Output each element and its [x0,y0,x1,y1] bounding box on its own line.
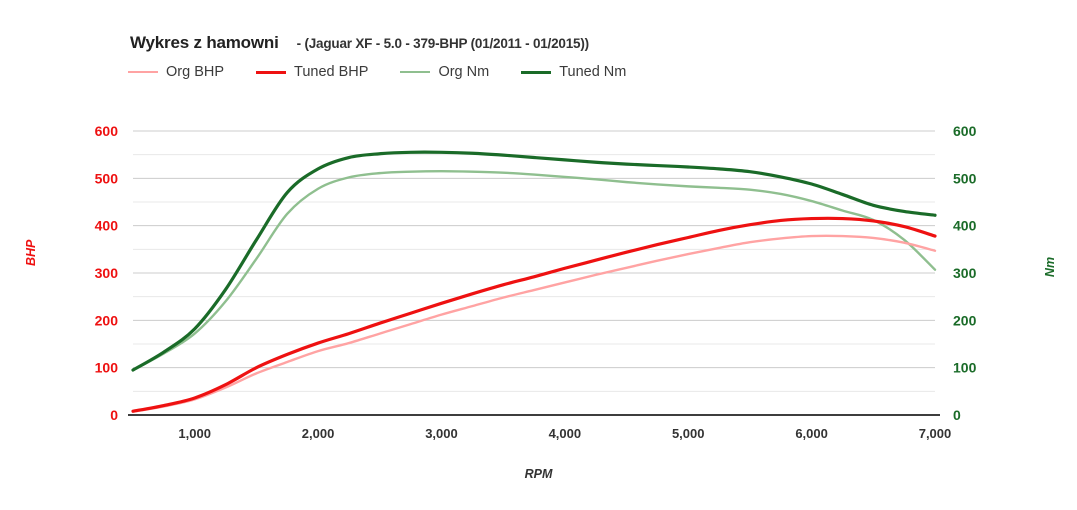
y-axis-right-tick-label: 0 [953,407,961,423]
legend-swatch-icon [400,71,431,73]
series-line-tuned-bhp [131,216,937,413]
y-axis-left-tick-label: 500 [95,170,119,186]
legend-label: Tuned Nm [559,64,627,80]
legend-swatch-icon [256,70,287,74]
x-axis-tick-label: 4,000 [549,426,582,441]
legend-item[interactable]: Tuned Nm [521,64,626,80]
y-axis-right-tick-label: 200 [953,312,977,328]
x-axis-tick-label: 1,000 [178,426,211,441]
x-axis-tick-label: 5,000 [672,426,705,441]
legend-swatch-icon [128,71,158,73]
chart-subtitle: - (Jaguar XF - 5.0 - 379-BHP (01/2011 - … [296,36,590,51]
legend-label: Org BHP [166,64,225,80]
series-line-tuned-nm [131,150,937,372]
legend-item[interactable]: Tuned BHP [256,64,368,80]
y-axis-right-tick-label: 600 [953,123,977,139]
y-axis-left-tick-label: 300 [95,265,119,281]
y-axis-right-tick-label: 400 [953,218,977,234]
x-axis-title: RPM [524,467,553,481]
x-axis-tick-label: 7,000 [919,426,952,441]
y-axis-right-title: Nm [1043,256,1058,278]
y-axis-left-tick-label: 200 [95,312,119,328]
y-axis-left-tick-label: 0 [110,407,118,423]
y-axis-left-tick-label: 100 [95,360,119,376]
y-axis-right-tick-label: 500 [953,170,977,186]
series-line-org-nm [131,170,937,372]
x-axis-tick-label: 2,000 [302,426,335,441]
legend-swatch-icon [521,70,552,74]
y-axis-left-tick-label: 400 [95,218,119,234]
x-axis-tick-label: 6,000 [795,426,828,441]
page-title: Wykres z hamowni [130,33,279,52]
x-axis-tick-label: 3,000 [425,426,458,441]
legend-label: Org Nm [438,64,490,80]
y-axis-right-tick-label: 100 [953,360,977,376]
series-line-org-bhp [131,234,937,413]
y-axis-left-tick-label: 600 [95,123,119,139]
chart-title-row: Wykres z hamowni - (Jaguar XF - 5.0 - 37… [130,33,589,53]
legend-label: Tuned BHP [294,64,369,80]
legend-item[interactable]: Org BHP [128,64,224,80]
y-axis-left-title: BHP [24,239,38,266]
chart-legend: Org BHP Tuned BHP Org Nm Tuned Nm [128,64,658,80]
y-axis-right-tick-label: 300 [953,265,977,281]
legend-item[interactable]: Org Nm [400,64,489,80]
